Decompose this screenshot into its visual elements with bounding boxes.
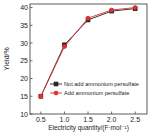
y-tick-label: 40 [20,4,28,11]
y-tick [30,96,33,97]
y-axis-label: Yield/% [3,47,10,70]
x-tick [135,112,136,115]
x-tick [88,112,89,115]
y-tick-label: 20 [20,75,28,82]
data-point [86,16,90,20]
x-tick [64,112,65,115]
x-tick-label: 2.5 [130,116,140,123]
y-tick [30,43,33,44]
data-point [39,94,43,98]
y-tick [30,114,33,115]
data-point [63,45,67,49]
y-tick [30,25,33,26]
y-tick-label: 30 [20,40,28,47]
x-tick-label: 1.5 [83,116,93,123]
x-axis-label: Electricity quantity/(F·mol⁻¹) [48,124,129,132]
x-tick-label: 0.5 [36,116,46,123]
legend-marker [54,91,58,95]
y-tick-label: 10 [20,111,28,118]
data-point [133,6,137,10]
y-tick [30,78,33,79]
legend: Not add ammonium persulfate Add ammonium … [50,81,139,96]
data-point [39,94,43,98]
y-tick [30,7,33,8]
y-tick [30,60,33,61]
legend-label: Not add ammonium persulfate [64,81,139,87]
y-tick-label: 15 [20,93,28,100]
data-point [110,8,114,12]
y-tick-label: 35 [20,22,28,29]
x-tick-label: 1.0 [60,116,70,123]
x-tick [111,112,112,115]
legend-marker [54,82,58,86]
plot-frame [30,4,147,114]
legend-label: Add ammonium persulfate [64,90,129,96]
chart: 0.5 1.0 1.5 2.0 2.5 10 15 20 25 30 35 40 Electricity… [0,0,150,133]
y-tick-label: 25 [20,57,28,64]
x-tick [40,112,41,115]
x-tick-label: 2.0 [107,116,117,123]
